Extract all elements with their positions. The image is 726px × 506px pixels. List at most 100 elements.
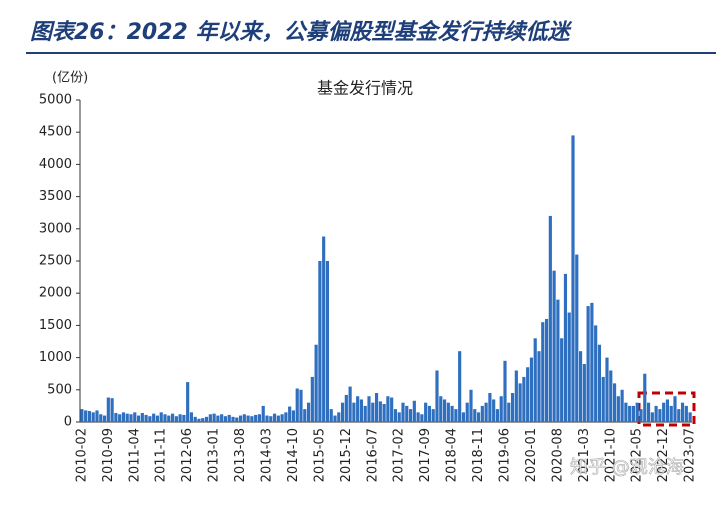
bar: [223, 416, 228, 422]
bar: [492, 399, 496, 422]
bar: [159, 412, 163, 422]
bar: [597, 344, 602, 422]
bar: [442, 399, 447, 422]
bar: [461, 412, 466, 422]
bar: [522, 376, 526, 422]
x-tick-label: 2012-06: [180, 428, 195, 482]
bar: [518, 383, 522, 422]
y-tick-label: 4000: [39, 157, 72, 172]
bar: [125, 413, 129, 422]
bar: [348, 386, 352, 422]
highlight-box: [637, 391, 696, 427]
y-unit: (亿份): [52, 71, 88, 86]
bar: [272, 413, 277, 422]
bar: [216, 415, 220, 422]
bar: [284, 412, 288, 422]
y-tick-label: 4500: [39, 125, 72, 140]
bar: [612, 383, 617, 422]
bar: [594, 325, 598, 422]
x-tick-label: 2018-04: [445, 428, 460, 482]
header-title: 图表26：2022 年以来，公募偏股型基金发行持续低迷: [30, 19, 573, 45]
bar: [163, 414, 167, 422]
bar: [669, 405, 673, 422]
bar: [340, 402, 345, 422]
bar: [87, 411, 92, 422]
bar: [220, 414, 224, 422]
x-tick-label: 2018-11: [471, 428, 486, 482]
bar: [257, 414, 262, 422]
bar: [155, 415, 160, 422]
bar: [186, 382, 190, 422]
bar: [473, 409, 477, 422]
bar: [174, 416, 178, 422]
bar: [106, 397, 110, 422]
bar: [548, 215, 552, 422]
bar: [605, 357, 609, 422]
bar: [658, 409, 662, 422]
bar: [639, 409, 643, 422]
bar: [439, 396, 443, 422]
bar: [295, 388, 299, 422]
bar: [631, 405, 636, 422]
bar: [560, 338, 564, 422]
bar: [110, 398, 114, 422]
x-tick-label: 2015-12: [339, 428, 354, 482]
bar: [488, 393, 492, 422]
bar: [344, 394, 348, 422]
bar: [144, 414, 148, 422]
bar: [193, 416, 197, 422]
bar: [575, 254, 579, 422]
bar: [424, 402, 428, 422]
bar: [680, 402, 685, 422]
x-tick-label: 2014-10: [286, 428, 301, 482]
bar: [499, 396, 503, 422]
bar: [261, 405, 265, 422]
bar: [510, 393, 515, 422]
bar: [227, 414, 231, 422]
x-tick-label: 2022-12: [656, 428, 671, 482]
bar: [371, 402, 375, 422]
bar: [544, 318, 549, 422]
bar: [571, 135, 575, 423]
bar: [390, 397, 394, 422]
bar: [556, 299, 560, 422]
bar: [643, 373, 647, 422]
bar: [495, 409, 500, 422]
bar: [265, 415, 269, 422]
bar: [182, 414, 186, 422]
x-tick-label: 2017-02: [392, 428, 407, 482]
bar: [374, 393, 379, 422]
bar: [412, 400, 416, 422]
x-tick-label: 2021-10: [603, 428, 618, 482]
x-tick-label: 2010-09: [101, 428, 116, 482]
x-tick-label: 2019-06: [498, 428, 513, 482]
bar: [480, 405, 484, 422]
x-tick-label: 2014-03: [260, 428, 275, 482]
bar: [201, 418, 205, 422]
x-tick-label: 2013-01: [207, 428, 222, 482]
bar: [476, 412, 481, 422]
bar: [484, 402, 488, 422]
y-tick-label: 0: [64, 415, 72, 430]
bar: [529, 357, 534, 422]
bar: [673, 396, 677, 422]
x-tick-label: 2011-11: [154, 428, 169, 482]
bar: [628, 405, 632, 422]
bar: [665, 399, 670, 422]
chart-title: 基金发行情况: [317, 79, 413, 98]
bar: [250, 416, 254, 422]
bar: [514, 370, 518, 422]
bar: [609, 370, 613, 422]
bar: [435, 370, 439, 422]
bar: [378, 401, 382, 422]
bar: [242, 414, 246, 422]
bar: [352, 402, 356, 422]
bar: [431, 409, 435, 422]
x-tick-label: 2011-04: [127, 428, 142, 482]
y-tick-label: 2500: [39, 254, 72, 269]
bar: [450, 405, 454, 422]
bar: [254, 414, 258, 422]
bar: [363, 405, 367, 422]
bar: [446, 402, 450, 422]
y-tick-label: 500: [47, 382, 72, 397]
